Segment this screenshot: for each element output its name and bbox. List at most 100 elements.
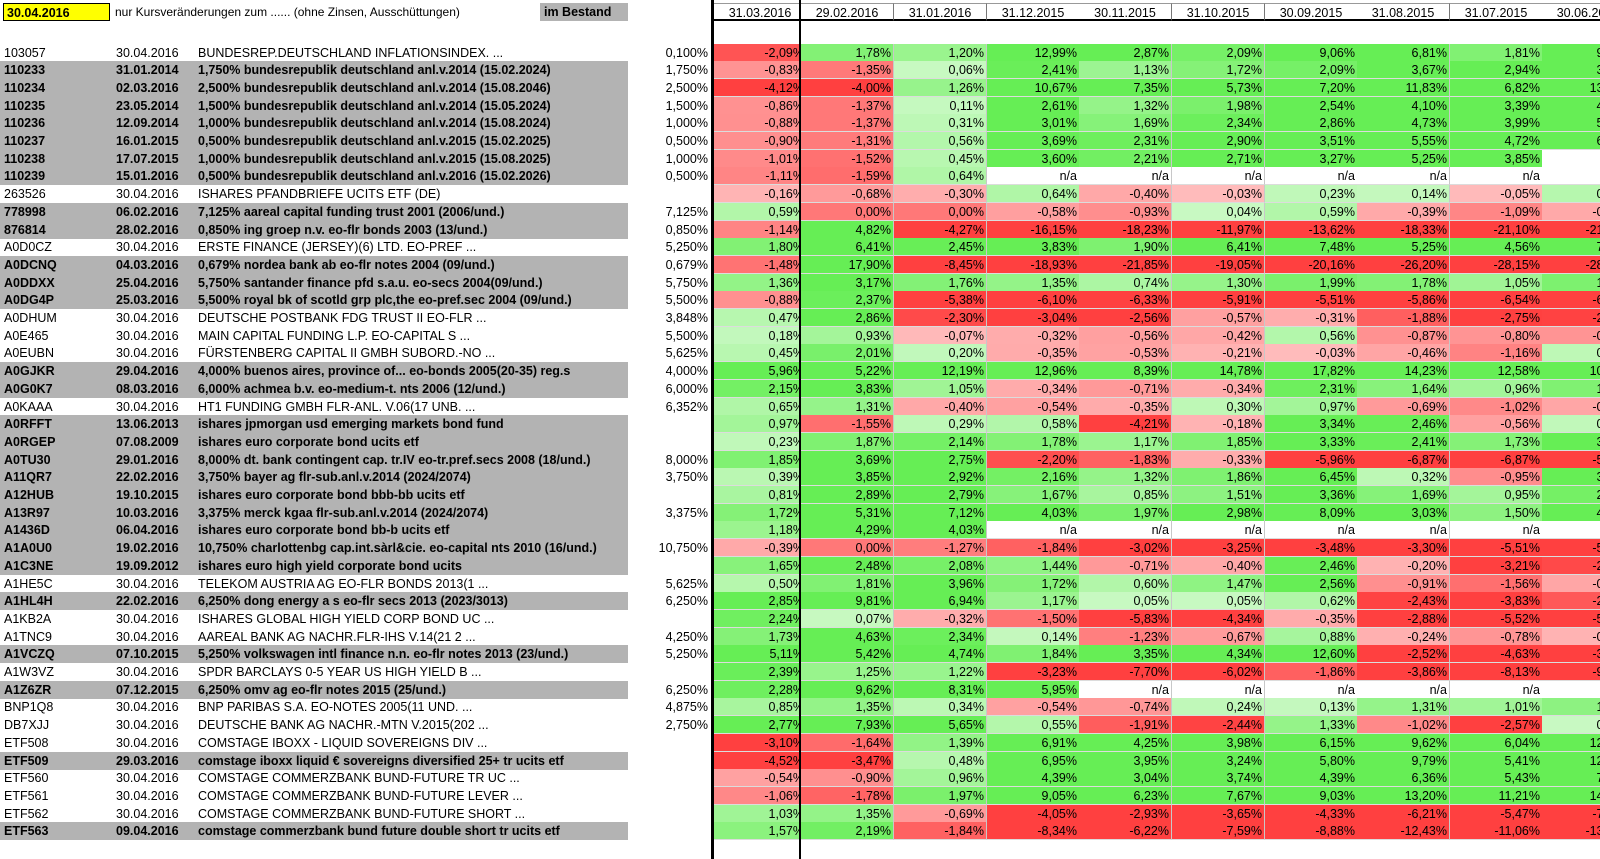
percent-change-cell[interactable]: -0,69% [894, 804, 987, 823]
percent-change-cell[interactable]: 12,19% [894, 362, 987, 381]
percent-change-cell[interactable]: 9,03% [1265, 786, 1358, 805]
percent-change-cell[interactable]: n/a [1079, 521, 1172, 540]
date-cell[interactable]: 06.04.2016 [116, 523, 179, 538]
percent-change-cell[interactable]: 2,89% [801, 486, 894, 504]
percent-change-cell[interactable]: 6,06% [1542, 132, 1600, 150]
percent-change-cell[interactable]: 12,58% [1450, 362, 1543, 381]
percent-change-cell[interactable]: 5,55% [1357, 132, 1450, 150]
table-row[interactable]: 110234 02.03.2016 2,500% bundesrepublik de… [0, 78, 1600, 97]
header-bestand-cell[interactable]: im Bestand [540, 3, 628, 21]
percent-change-cell[interactable]: -0,68% [801, 185, 894, 204]
wkn-cell[interactable]: A0D0CZ [4, 240, 52, 255]
date-cell[interactable]: 25.04.2016 [116, 275, 179, 290]
coupon-cell[interactable] [628, 486, 711, 504]
security-name-cell[interactable]: 5,500% royal bk of scotld grp plc,the eo… [198, 293, 572, 308]
percent-change-cell[interactable]: 2,01% [801, 344, 894, 363]
percent-change-cell[interactable]: -0,88% [714, 291, 807, 310]
percent-change-cell[interactable]: -21,19% [1542, 220, 1600, 239]
percent-change-cell[interactable]: 0,04% [1172, 202, 1265, 221]
percent-change-cell[interactable]: -18,33% [1357, 220, 1450, 239]
percent-change-cell[interactable]: 7,12% [894, 503, 987, 522]
column-header-date[interactable]: 30.09.2015 [1265, 3, 1358, 21]
percent-change-cell[interactable]: -0,45% [1542, 397, 1600, 416]
percent-change-cell[interactable]: 0,56% [1265, 326, 1358, 345]
percent-change-cell[interactable]: 3,98% [1172, 733, 1265, 752]
wkn-cell[interactable]: A0DCNQ [4, 257, 57, 272]
percent-change-cell[interactable]: 1,78% [987, 432, 1080, 451]
percent-change-cell[interactable]: 3,85% [1450, 149, 1543, 168]
percent-change-cell[interactable]: -0,33% [1172, 450, 1265, 469]
coupon-cell[interactable]: 5,750% [665, 275, 708, 290]
date-cell[interactable]: 23.05.2014 [116, 98, 179, 113]
percent-change-cell[interactable]: 4,72% [1450, 132, 1543, 150]
percent-change-cell[interactable]: 1,84% [1542, 379, 1600, 398]
percent-change-cell[interactable]: -1,88% [1357, 309, 1450, 327]
percent-change-cell[interactable]: 0,60% [1079, 574, 1172, 593]
percent-change-cell[interactable]: n/a [1357, 680, 1450, 699]
wkn-cell[interactable]: ETF563 [4, 824, 49, 839]
percent-change-cell[interactable]: 5,65% [894, 716, 987, 735]
security-name-cell[interactable]: 1,750% bundesrepublik deutschland anl.v.… [198, 63, 551, 78]
percent-change-cell[interactable]: -5,51% [1450, 539, 1543, 558]
wkn-cell[interactable]: A1VCZQ [4, 647, 55, 662]
percent-change-cell[interactable]: 2,41% [1357, 432, 1450, 451]
percent-change-cell[interactable]: -3,10% [714, 733, 807, 752]
percent-change-cell[interactable]: 1,85% [1172, 432, 1265, 451]
coupon-cell[interactable]: 1,000% [665, 151, 708, 166]
table-row[interactable]: 110233 31.01.2014 1,750% bundesrepublik de… [0, 61, 1600, 80]
wkn-cell[interactable]: ETF509 [4, 753, 49, 768]
coupon-cell[interactable]: 0,850% [665, 222, 708, 237]
coupon-cell[interactable] [628, 557, 711, 575]
percent-change-cell[interactable]: -0,93% [1079, 202, 1172, 221]
percent-change-cell[interactable]: 0,96% [894, 769, 987, 788]
percent-change-cell[interactable]: -0,35% [1265, 609, 1358, 628]
percent-change-cell[interactable]: 0,50% [714, 574, 807, 593]
coupon-cell[interactable] [628, 734, 711, 752]
column-header-date[interactable]: 31.07.2015 [1450, 3, 1543, 21]
percent-change-cell[interactable]: 1,85% [714, 450, 807, 469]
security-name-cell[interactable]: ishares euro corporate bond bbb-bb ucits… [198, 488, 465, 502]
percent-change-cell[interactable]: -3,25% [1172, 539, 1265, 558]
table-row[interactable]: BNP1Q8 30.04.2016 BNP PARIBAS S.A. EO-NOTE… [0, 698, 1600, 717]
percent-change-cell[interactable]: 4,29% [801, 521, 894, 540]
coupon-cell[interactable]: 1,000% [665, 116, 708, 131]
percent-change-cell[interactable]: 0,13% [1265, 698, 1358, 717]
percent-change-cell[interactable]: -0,95% [1450, 468, 1543, 487]
table-row[interactable]: A1436D 06.04.2016 ishares euro corporate b… [0, 521, 1600, 540]
percent-change-cell[interactable]: -0,87% [1357, 326, 1450, 345]
table-row[interactable]: A0E465 30.04.2016 MAIN CAPITAL FUNDING L.P… [0, 326, 1600, 345]
coupon-cell[interactable]: 4,250% [665, 629, 708, 644]
security-name-cell[interactable]: 0,679% nordea bank ab eo-flr notes 2004 … [198, 257, 495, 272]
percent-change-cell[interactable]: 1,80% [714, 238, 807, 257]
percent-change-cell[interactable]: -1,83% [1079, 450, 1172, 469]
percent-change-cell[interactable]: 1,18% [714, 521, 807, 540]
percent-change-cell[interactable]: 0,29% [894, 415, 987, 434]
percent-change-cell[interactable]: 2,31% [1265, 379, 1358, 398]
security-name-cell[interactable]: 10,750% charlottenbg cap.int.sàrl&cie. e… [198, 541, 597, 556]
percent-change-cell[interactable]: -0,20% [1357, 556, 1450, 575]
date-cell[interactable]: 29.04.2016 [116, 364, 179, 379]
percent-change-cell[interactable]: 4,39% [987, 769, 1080, 788]
percent-change-cell[interactable]: 4,34% [1172, 645, 1265, 664]
percent-change-cell[interactable]: 2,39% [714, 663, 807, 681]
date-cell[interactable]: 30.04.2016 [116, 700, 179, 715]
percent-change-cell[interactable]: -5,98% [1542, 450, 1600, 469]
date-cell[interactable]: 30.04.2016 [116, 328, 179, 343]
percent-change-cell[interactable]: -5,47% [1450, 804, 1543, 823]
table-row[interactable]: A13R97 10.03.2016 3,375% merck kgaa flr-su… [0, 503, 1600, 522]
table-row[interactable]: ETF508 30.04.2016 COMSTAGE IBOXX - LIQUID … [0, 733, 1600, 752]
percent-change-cell[interactable]: 3,99% [1450, 114, 1543, 133]
coupon-cell[interactable] [628, 805, 711, 823]
percent-change-cell[interactable]: -0,21% [1172, 344, 1265, 363]
percent-change-cell[interactable]: -0,07% [894, 326, 987, 345]
percent-change-cell[interactable]: 3,85% [801, 468, 894, 487]
percent-change-cell[interactable]: 1,51% [1172, 486, 1265, 504]
percent-change-cell[interactable]: n/a [1357, 167, 1450, 186]
table-row[interactable]: 778998 06.02.2016 7,125% aareal capital fu… [0, 202, 1600, 221]
percent-change-cell[interactable]: -0,18% [1172, 415, 1265, 434]
percent-change-cell[interactable]: -8,45% [894, 255, 987, 274]
date-cell[interactable]: 13.06.2013 [116, 417, 179, 432]
security-name-cell[interactable]: comstage iboxx liquid € sovereigns diver… [198, 753, 564, 768]
percent-change-cell[interactable]: 12,43% [1542, 733, 1600, 752]
coupon-cell[interactable] [628, 610, 711, 628]
